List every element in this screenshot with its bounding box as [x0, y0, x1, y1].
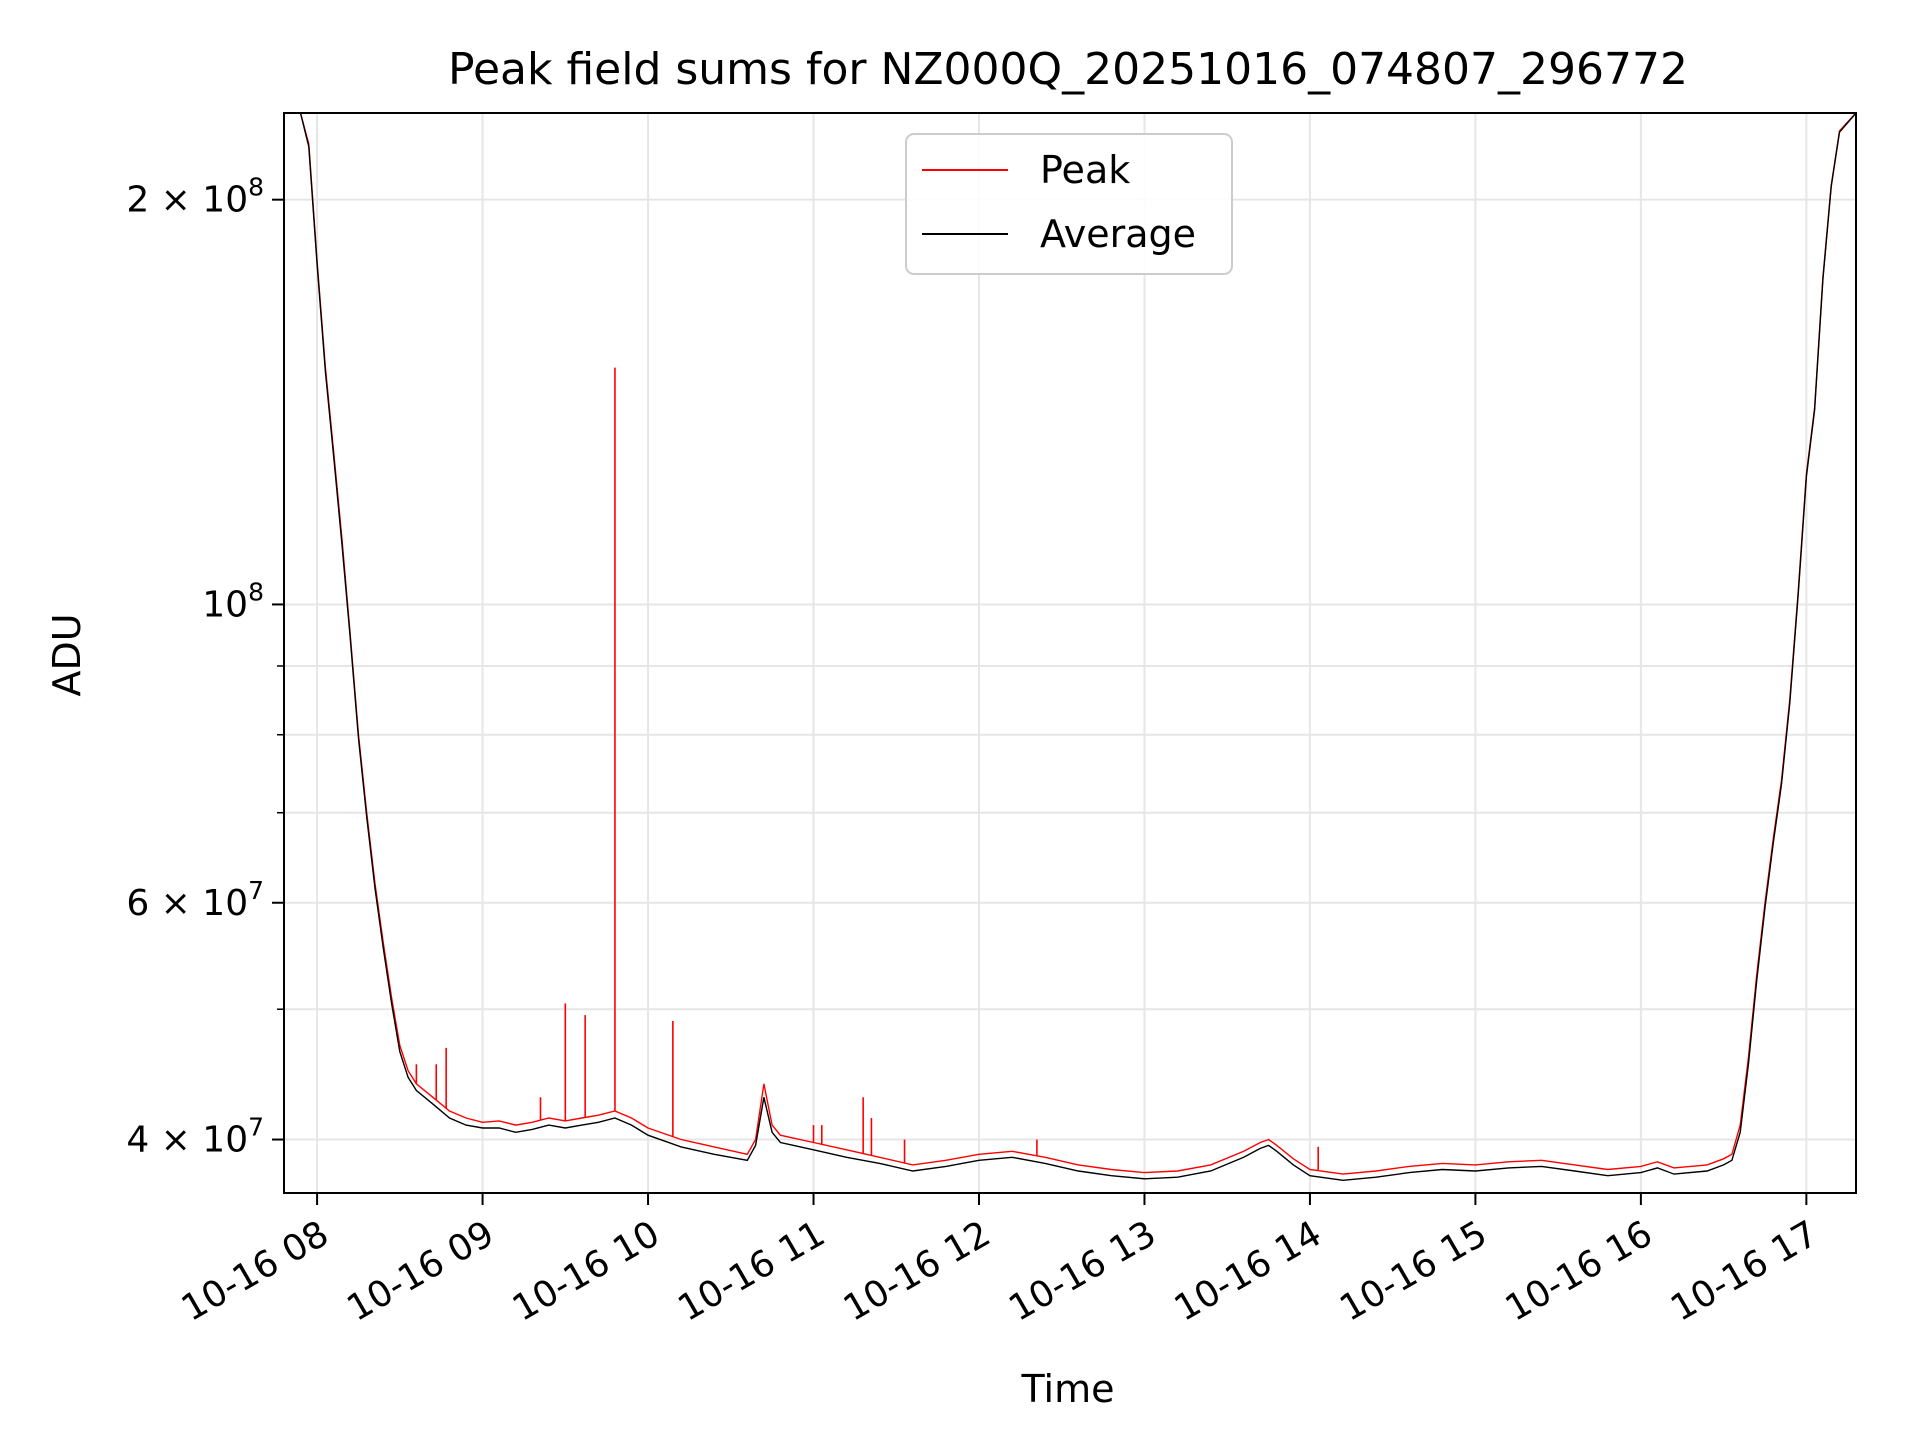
y-axis-label: ADU	[45, 613, 89, 696]
legend-label-average: Average	[1040, 212, 1196, 256]
axes-frame	[283, 112, 1857, 1194]
y-tick-label: 2 × 108	[126, 173, 264, 221]
series-line-average	[284, 113, 1856, 1182]
y-tick-label: 4 × 107	[126, 1113, 264, 1161]
x-axis-label: Time	[1021, 1367, 1115, 1411]
legend-label-peak: Peak	[1040, 148, 1130, 192]
legend: Peak Average	[905, 133, 1233, 275]
chart-title: Peak field sums for NZ000Q_20251016_0748…	[448, 44, 1688, 95]
plot-area	[284, 113, 1856, 1182]
peak-spikes	[415, 367, 1320, 1171]
series-line-peak	[284, 113, 1856, 1175]
y-tick-label: 6 × 107	[126, 876, 264, 924]
